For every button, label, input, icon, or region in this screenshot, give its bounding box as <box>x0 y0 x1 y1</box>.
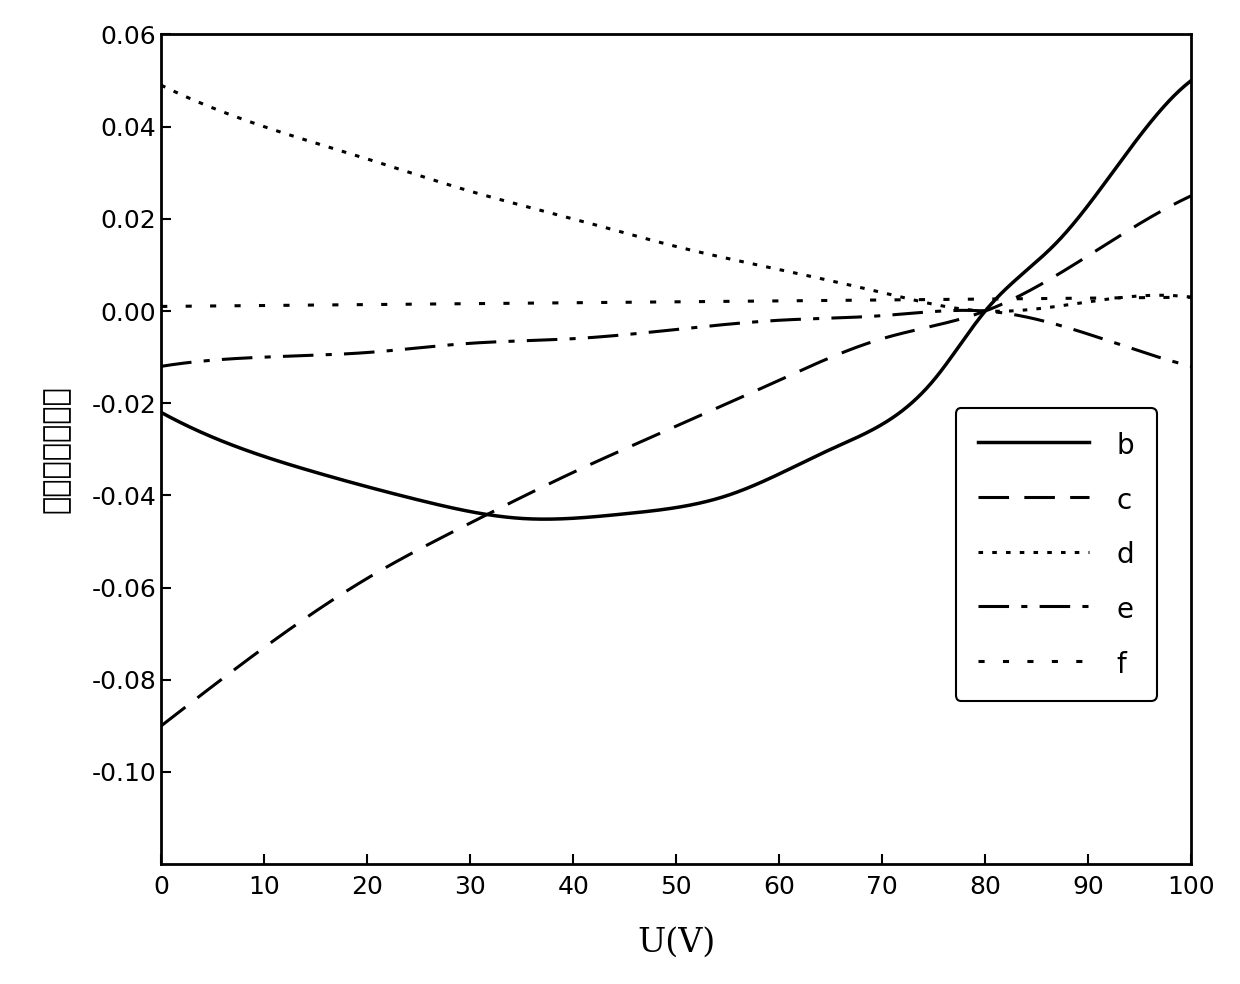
b <box>627 507 642 519</box>
c <box>655 427 670 439</box>
b <box>206 432 221 444</box>
Legend: b, c, d, e, f: b, c, d, e, f <box>956 408 1157 701</box>
e <box>1154 352 1169 364</box>
d <box>1154 289 1169 301</box>
e <box>206 354 221 366</box>
b <box>154 406 169 418</box>
d <box>627 229 642 241</box>
f <box>627 296 642 308</box>
f <box>965 293 980 305</box>
b <box>1154 103 1169 115</box>
c <box>154 720 169 732</box>
d <box>965 304 980 316</box>
c <box>1153 206 1168 217</box>
d <box>154 80 169 92</box>
c <box>206 679 221 691</box>
b <box>1154 103 1169 115</box>
e <box>1154 352 1169 364</box>
f <box>206 300 221 312</box>
c <box>1154 206 1169 217</box>
f <box>655 296 670 308</box>
c <box>627 439 642 451</box>
e <box>655 325 670 337</box>
d <box>655 237 670 249</box>
b <box>1184 75 1199 87</box>
b <box>537 514 552 525</box>
d <box>990 305 1004 317</box>
f <box>1154 291 1169 303</box>
Line: b: b <box>161 81 1192 520</box>
Line: d: d <box>161 86 1192 311</box>
c <box>965 310 980 322</box>
f <box>1153 291 1168 303</box>
Line: e: e <box>161 310 1192 366</box>
Line: c: c <box>161 196 1192 726</box>
e <box>627 328 642 339</box>
Line: f: f <box>161 297 1192 306</box>
f <box>154 300 169 312</box>
Y-axis label: 其他非球面系数: 其他非球面系数 <box>42 386 71 514</box>
e <box>1184 360 1199 372</box>
e <box>154 360 169 372</box>
b <box>655 504 670 516</box>
f <box>1184 291 1199 303</box>
e <box>957 304 972 316</box>
e <box>965 304 980 316</box>
d <box>206 102 221 114</box>
d <box>1184 291 1199 303</box>
b <box>965 321 980 333</box>
d <box>1154 289 1169 301</box>
c <box>1184 190 1199 202</box>
X-axis label: U(V): U(V) <box>637 927 715 959</box>
